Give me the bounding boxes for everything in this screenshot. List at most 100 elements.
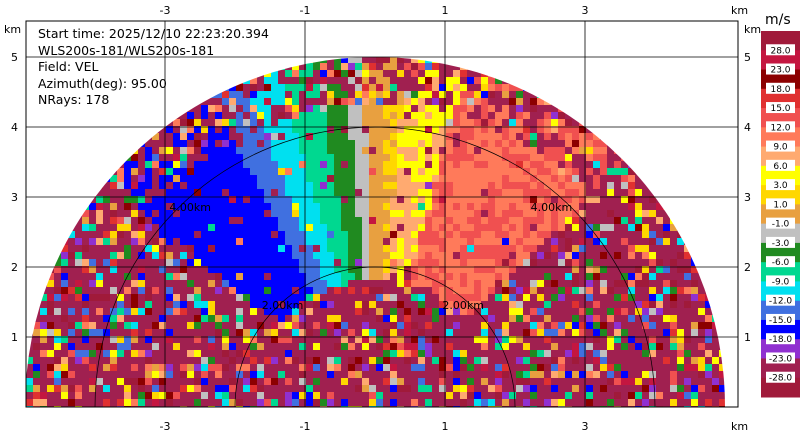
velocity-cell (677, 245, 684, 252)
velocity-cell (607, 378, 614, 385)
velocity-cell (75, 385, 82, 392)
velocity-cell (411, 119, 418, 126)
velocity-cell (369, 245, 376, 252)
velocity-cell (537, 315, 544, 322)
velocity-cell (446, 175, 453, 182)
velocity-cell (446, 196, 453, 203)
velocity-cell (236, 392, 243, 399)
velocity-cell (334, 63, 341, 70)
velocity-cell (460, 182, 467, 189)
velocity-cell (145, 147, 152, 154)
velocity-cell (565, 392, 572, 399)
velocity-cell (488, 126, 495, 133)
colorbar-label: 1.0 (773, 200, 788, 210)
velocity-cell (467, 161, 474, 168)
velocity-cell (376, 350, 383, 357)
velocity-cell (537, 294, 544, 301)
velocity-cell (229, 336, 236, 343)
velocity-cell (313, 392, 320, 399)
velocity-cell (264, 245, 271, 252)
velocity-cell (523, 196, 530, 203)
velocity-cell (621, 392, 628, 399)
velocity-cell (572, 287, 579, 294)
velocity-cell (229, 308, 236, 315)
velocity-cell (565, 315, 572, 322)
velocity-cell (495, 217, 502, 224)
velocity-cell (152, 231, 159, 238)
velocity-cell (488, 238, 495, 245)
velocity-cell (187, 287, 194, 294)
velocity-cell (194, 189, 201, 196)
velocity-cell (383, 105, 390, 112)
velocity-cell (117, 224, 124, 231)
velocity-cell (320, 259, 327, 266)
velocity-cell (404, 217, 411, 224)
velocity-cell (600, 182, 607, 189)
velocity-cell (40, 371, 47, 378)
velocity-cell (656, 364, 663, 371)
velocity-cell (187, 231, 194, 238)
velocity-cell (586, 399, 593, 406)
velocity-cell (222, 238, 229, 245)
velocity-cell (705, 350, 712, 357)
velocity-cell (264, 140, 271, 147)
velocity-cell (495, 210, 502, 217)
velocity-cell (404, 126, 411, 133)
velocity-cell (341, 350, 348, 357)
colorbar-label-bg (766, 294, 795, 306)
velocity-cell (89, 322, 96, 329)
velocity-cell (75, 280, 82, 287)
velocity-cell (362, 371, 369, 378)
velocity-cell (222, 217, 229, 224)
velocity-cell (397, 399, 404, 406)
velocity-cell (460, 119, 467, 126)
velocity-cell (411, 378, 418, 385)
velocity-cell (159, 238, 166, 245)
velocity-cell (411, 350, 418, 357)
velocity-cell (404, 336, 411, 343)
velocity-cell (593, 392, 600, 399)
velocity-cell (446, 133, 453, 140)
velocity-cell (579, 182, 586, 189)
velocity-cell (502, 252, 509, 259)
velocity-cell (516, 273, 523, 280)
velocity-cell (208, 161, 215, 168)
velocity-cell (418, 63, 425, 70)
velocity-cell (628, 371, 635, 378)
velocity-cell (334, 140, 341, 147)
velocity-cell (278, 280, 285, 287)
velocity-cell (236, 385, 243, 392)
velocity-cell (376, 140, 383, 147)
velocity-cell (306, 238, 313, 245)
velocity-cell (362, 287, 369, 294)
velocity-cell (194, 147, 201, 154)
velocity-cell (173, 147, 180, 154)
velocity-cell (642, 217, 649, 224)
velocity-cell (397, 203, 404, 210)
velocity-cell (572, 126, 579, 133)
velocity-cell (166, 378, 173, 385)
velocity-cell (208, 350, 215, 357)
velocity-cell (40, 322, 47, 329)
velocity-cell (628, 315, 635, 322)
velocity-cell (313, 203, 320, 210)
velocity-cell (75, 245, 82, 252)
velocity-cell (180, 280, 187, 287)
velocity-cell (593, 301, 600, 308)
velocity-cell (180, 273, 187, 280)
velocity-cell (698, 308, 705, 315)
velocity-cell (292, 217, 299, 224)
velocity-cell (404, 182, 411, 189)
velocity-cell (124, 210, 131, 217)
velocity-cell (236, 217, 243, 224)
velocity-cell (152, 364, 159, 371)
velocity-cell (348, 399, 355, 406)
velocity-cell (271, 217, 278, 224)
velocity-cell (586, 189, 593, 196)
velocity-cell (453, 161, 460, 168)
velocity-cell (495, 105, 502, 112)
velocity-cell (502, 161, 509, 168)
velocity-cell (201, 182, 208, 189)
velocity-cell (509, 224, 516, 231)
velocity-cell (187, 350, 194, 357)
